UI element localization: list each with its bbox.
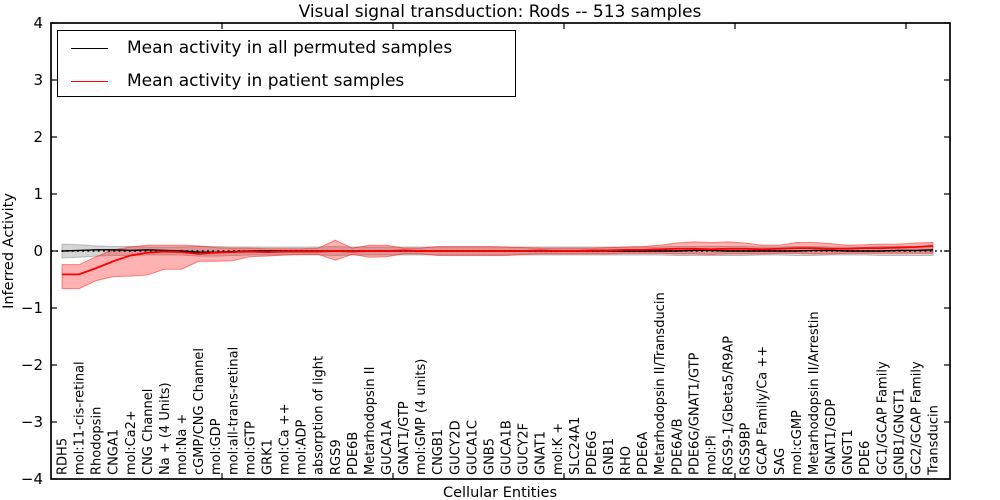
x-category-label: Metarhodopsin II/Transducin <box>653 292 668 475</box>
x-category-label: Metarhodopsin II/Arrestin <box>807 311 822 475</box>
x-category-label: CNGA1 <box>107 429 122 475</box>
x-category-label: mol:Pi <box>704 435 719 475</box>
x-category-label: Rhodopsin <box>90 407 105 475</box>
x-category-label: cGMP/CNG Channel <box>192 348 207 475</box>
x-category-label: CNGB1 <box>431 429 446 475</box>
legend-label-patient: Mean activity in patient samples <box>127 70 405 91</box>
x-category-label: mol:GTP <box>243 421 258 475</box>
x-category-label: GUCY2F <box>517 423 532 475</box>
x-category-label: absorption of light <box>312 356 327 475</box>
x-category-label: GUCA1C <box>465 420 480 475</box>
x-category-label: GC2/GCAP Family <box>909 361 924 475</box>
x-category-label: GNGT1 <box>841 429 856 475</box>
x-category-label: GUCY2D <box>448 420 463 475</box>
patient-mean-line <box>62 244 934 276</box>
x-category-label: GUCA1B <box>500 420 515 475</box>
x-category-label: PDE6B <box>346 432 361 475</box>
y-axis-label: Inferred Activity <box>1 193 17 309</box>
x-category-label: mol:11-cis-retinal <box>73 361 88 475</box>
x-category-label: GUCA1A <box>380 420 395 475</box>
x-category-label: GRK1 <box>260 439 275 475</box>
chart-title: Visual signal transduction: Rods -- 513 … <box>299 2 702 22</box>
plot-layers: −4 −3 −2 −1 0 1 2 3 4 RDH5 mol:11-cis-retinal Rhodo… <box>21 14 951 488</box>
x-category-label: CNG Channel <box>141 389 156 475</box>
y-tick-label: 0 <box>33 242 43 260</box>
legend-label-permuted: Mean activity in all permuted samples <box>127 37 453 58</box>
x-category-label: GNAT1/GTP <box>397 401 412 475</box>
y-tick-label: −2 <box>21 356 43 374</box>
x-category-label: mol:Na + <box>175 414 190 475</box>
legend-entry-permuted: Mean activity in all permuted samples <box>58 32 515 64</box>
patient-line-swatch <box>71 80 108 82</box>
y-tick-label: 2 <box>33 128 43 146</box>
y-tick-label: 3 <box>33 71 43 89</box>
x-category-label: Metarhodopsin II <box>363 367 378 475</box>
legend-entry-patient: Mean activity in patient samples <box>58 65 515 97</box>
x-category-label: PDE6A/B <box>670 418 685 475</box>
x-category-label: mol:GMP (4 units) <box>414 359 429 475</box>
x-category-label: mol:Ca2+ <box>124 410 139 475</box>
x-category-label: SAG <box>773 448 788 475</box>
y-tick-label: −1 <box>21 299 43 317</box>
x-category-label: PDE6 <box>858 441 873 475</box>
x-category-label: GNB1 <box>602 438 617 475</box>
y-tick-label: −4 <box>21 470 43 488</box>
x-category-label: mol:GDP <box>209 418 224 475</box>
x-category-label: SLC24A1 <box>568 417 583 475</box>
x-category-label: mol:K + <box>551 423 566 475</box>
x-category-label: Transducin <box>927 405 942 476</box>
y-tick-label: 4 <box>33 14 43 32</box>
x-category-label: GNB5 <box>482 438 497 475</box>
x-category-label: RGS9 <box>329 439 344 475</box>
x-category-label: RGS9BP <box>739 422 754 475</box>
x-category-label: PDE6G/GNAT1/GTP <box>687 352 702 475</box>
y-tick-label: 1 <box>33 185 43 203</box>
x-category-label: GNAT1 <box>534 431 549 475</box>
legend: Mean activity in all permuted samples Me… <box>57 30 516 97</box>
x-category-label: PDE6A <box>636 432 651 475</box>
y-tick-label: −3 <box>21 413 43 431</box>
x-category-label: GC1/GCAP Family <box>875 361 890 475</box>
x-category-label: RHO <box>619 446 634 475</box>
x-category-label: GNB1/GNGT1 <box>892 388 907 475</box>
x-category-label: mol:cGMP <box>790 410 805 475</box>
x-category-label: GCAP Family/Ca ++ <box>756 346 771 475</box>
x-category-label: mol:ADP <box>295 419 310 475</box>
x-axis-label: Cellular Entities <box>443 485 557 500</box>
x-category-label: RGS9-1/Gbeta5/R9AP <box>722 336 737 475</box>
x-category-label: RDH5 <box>56 438 71 475</box>
x-category-label: GNAT1/GDP <box>824 399 839 475</box>
x-category-label: mol:Ca ++ <box>278 403 293 475</box>
permuted-line-swatch <box>71 47 108 49</box>
x-category-label: mol:all-trans-retinal <box>226 347 241 475</box>
x-category-label: PDE6G <box>585 431 600 475</box>
x-category-label: Na + (4 Units) <box>158 382 173 475</box>
